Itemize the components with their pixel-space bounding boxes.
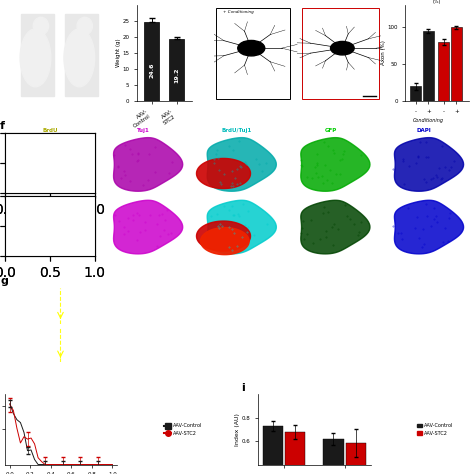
Y-axis label: Index (AU): Index (AU) [235,413,240,446]
Bar [451,27,462,101]
Ellipse shape [77,17,92,35]
Bar [263,426,283,474]
Polygon shape [20,137,89,191]
Polygon shape [301,137,370,191]
Title: Tuj1: Tuj1 [137,128,150,133]
Text: 24.6: 24.6 [149,62,155,78]
Bar [145,22,159,101]
Legend: AAV-Control, AAV-STC2: AAV-Control, AAV-STC2 [162,421,204,438]
Title: Axon
(%): Axon (%) [431,0,443,4]
Polygon shape [114,201,182,254]
Polygon shape [197,221,250,251]
Bar [346,444,365,474]
Text: Conditioning: Conditioning [413,118,444,123]
Polygon shape [197,158,250,189]
Polygon shape [207,137,276,191]
Ellipse shape [64,29,95,87]
Text: i: i [241,383,245,393]
Circle shape [238,40,265,56]
Polygon shape [394,201,464,254]
Bar [410,86,421,101]
Polygon shape [65,14,98,96]
Text: f: f [0,121,5,131]
Title: BrdU/Tuj1: BrdU/Tuj1 [222,128,252,133]
Y-axis label: Weight (g): Weight (g) [116,39,121,67]
Polygon shape [20,201,89,254]
Legend: AAV-Control, AAV-STC2: AAV-Control, AAV-STC2 [415,421,455,438]
Bar [285,432,305,474]
Bar [169,39,184,101]
Polygon shape [301,201,370,254]
Bar [216,8,290,100]
Polygon shape [394,137,464,191]
Text: + Conditioning: + Conditioning [223,9,253,14]
Bar [323,439,344,474]
Polygon shape [207,201,276,254]
Bar [423,31,434,101]
Bar [302,8,380,100]
Ellipse shape [20,29,51,87]
Text: 19.2: 19.2 [174,67,179,83]
Y-axis label: Axon (%): Axon (%) [381,41,386,65]
Title: GFP: GFP [325,128,337,133]
Text: g: g [0,276,8,286]
Title: BrdU: BrdU [42,128,57,133]
Polygon shape [201,228,249,255]
Circle shape [330,41,354,55]
Bar [438,42,449,101]
Title: DAPI: DAPI [417,128,432,133]
Polygon shape [114,137,182,191]
Ellipse shape [33,17,49,35]
Polygon shape [21,14,54,96]
